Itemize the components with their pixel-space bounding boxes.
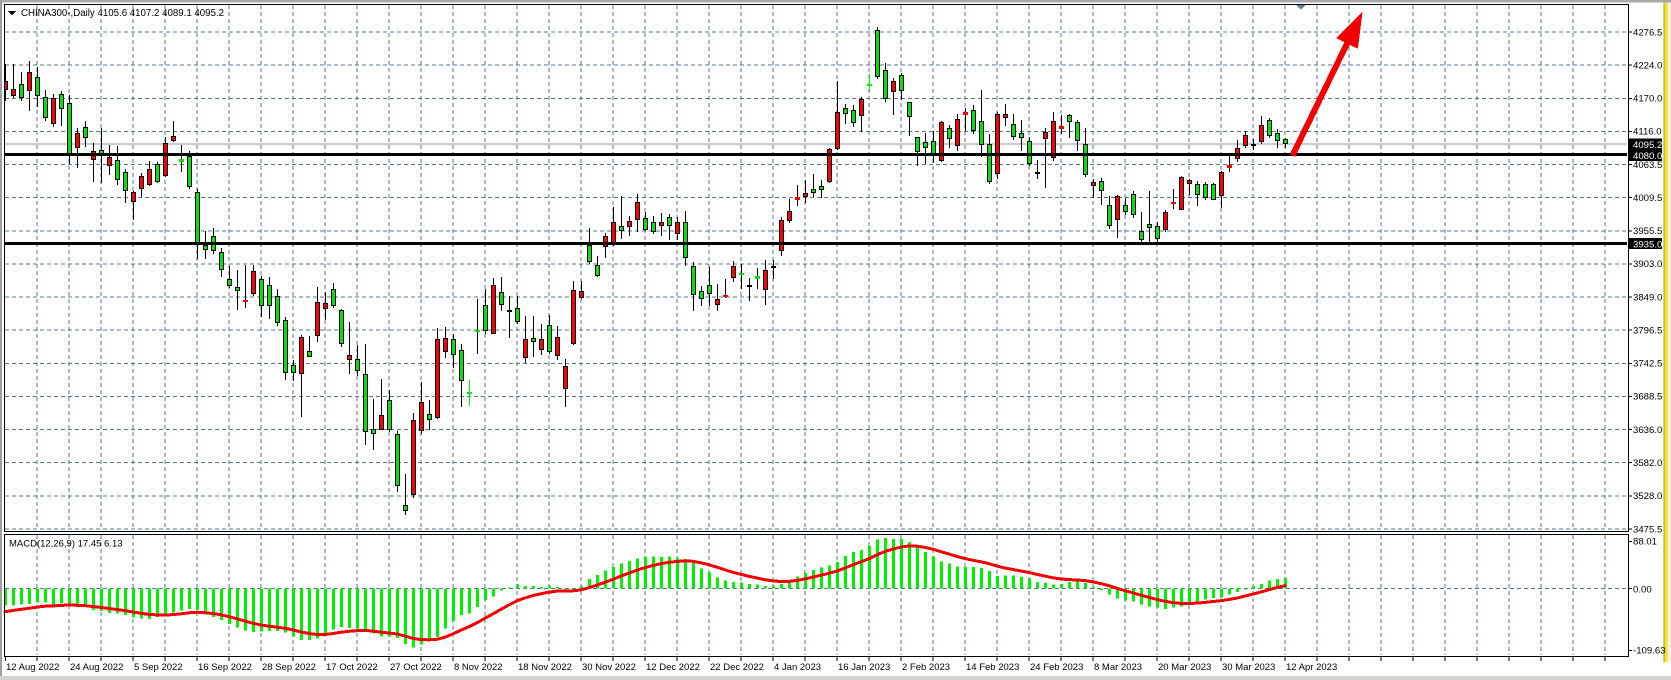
- svg-text:4116.0: 4116.0: [1633, 127, 1662, 138]
- svg-text:4276.5: 4276.5: [1633, 27, 1662, 38]
- svg-text:4009.5: 4009.5: [1633, 193, 1662, 204]
- svg-text:24 Feb 2023: 24 Feb 2023: [1030, 662, 1083, 673]
- svg-text:4224.0: 4224.0: [1633, 60, 1662, 71]
- svg-text:18 Nov 2022: 18 Nov 2022: [518, 662, 572, 673]
- svg-text:3742.5: 3742.5: [1633, 359, 1662, 370]
- svg-text:3636.0: 3636.0: [1633, 425, 1662, 436]
- svg-text:3528.0: 3528.0: [1633, 491, 1662, 502]
- svg-text:12 Apr 2023: 12 Apr 2023: [1286, 662, 1337, 673]
- svg-text:3796.5: 3796.5: [1633, 325, 1662, 336]
- svg-text:5 Sep 2022: 5 Sep 2022: [134, 662, 183, 673]
- svg-text:4063.5: 4063.5: [1633, 160, 1662, 171]
- svg-text:17 Oct 2022: 17 Oct 2022: [326, 662, 378, 673]
- svg-text:4 Jan 2023: 4 Jan 2023: [774, 662, 821, 673]
- svg-text:88.01: 88.01: [1633, 536, 1657, 547]
- svg-text:16 Sep 2022: 16 Sep 2022: [198, 662, 252, 673]
- svg-text:3688.5: 3688.5: [1633, 392, 1662, 403]
- svg-text:12 Aug 2022: 12 Aug 2022: [6, 662, 59, 673]
- svg-text:4095.2: 4095.2: [1633, 140, 1662, 151]
- svg-text:24 Aug 2022: 24 Aug 2022: [70, 662, 123, 673]
- svg-text:3849.0: 3849.0: [1633, 292, 1662, 303]
- svg-text:3582.0: 3582.0: [1633, 458, 1662, 469]
- svg-text:22 Dec 2022: 22 Dec 2022: [710, 662, 764, 673]
- svg-text:20 Mar 2023: 20 Mar 2023: [1158, 662, 1211, 673]
- svg-text:30 Nov 2022: 30 Nov 2022: [582, 662, 636, 673]
- svg-text:CHINA300-,Daily 4105.6 4107.2: CHINA300-,Daily 4105.6 4107.2 4089.1 409…: [21, 8, 224, 19]
- svg-text:14 Feb 2023: 14 Feb 2023: [966, 662, 1019, 673]
- svg-text:MACD(12,26,9) 17.45 6.13: MACD(12,26,9) 17.45 6.13: [9, 539, 123, 550]
- svg-text:30 Mar 2023: 30 Mar 2023: [1222, 662, 1275, 673]
- svg-text:0.00: 0.00: [1633, 584, 1652, 595]
- svg-text:3955.5: 3955.5: [1633, 226, 1662, 237]
- svg-text:3475.5: 3475.5: [1633, 524, 1662, 535]
- svg-text:8 Mar 2023: 8 Mar 2023: [1094, 662, 1142, 673]
- svg-text:3935.0: 3935.0: [1633, 239, 1662, 250]
- svg-text:12 Dec 2022: 12 Dec 2022: [646, 662, 700, 673]
- svg-text:16 Jan 2023: 16 Jan 2023: [838, 662, 890, 673]
- svg-text:2 Feb 2023: 2 Feb 2023: [902, 662, 950, 673]
- svg-text:-109.63: -109.63: [1633, 645, 1666, 656]
- svg-text:4170.0: 4170.0: [1633, 94, 1662, 105]
- svg-text:3903.0: 3903.0: [1633, 259, 1662, 270]
- svg-text:8 Nov 2022: 8 Nov 2022: [454, 662, 503, 673]
- svg-text:27 Oct 2022: 27 Oct 2022: [390, 662, 442, 673]
- svg-text:4080.0: 4080.0: [1633, 151, 1662, 162]
- svg-text:28 Sep 2022: 28 Sep 2022: [262, 662, 316, 673]
